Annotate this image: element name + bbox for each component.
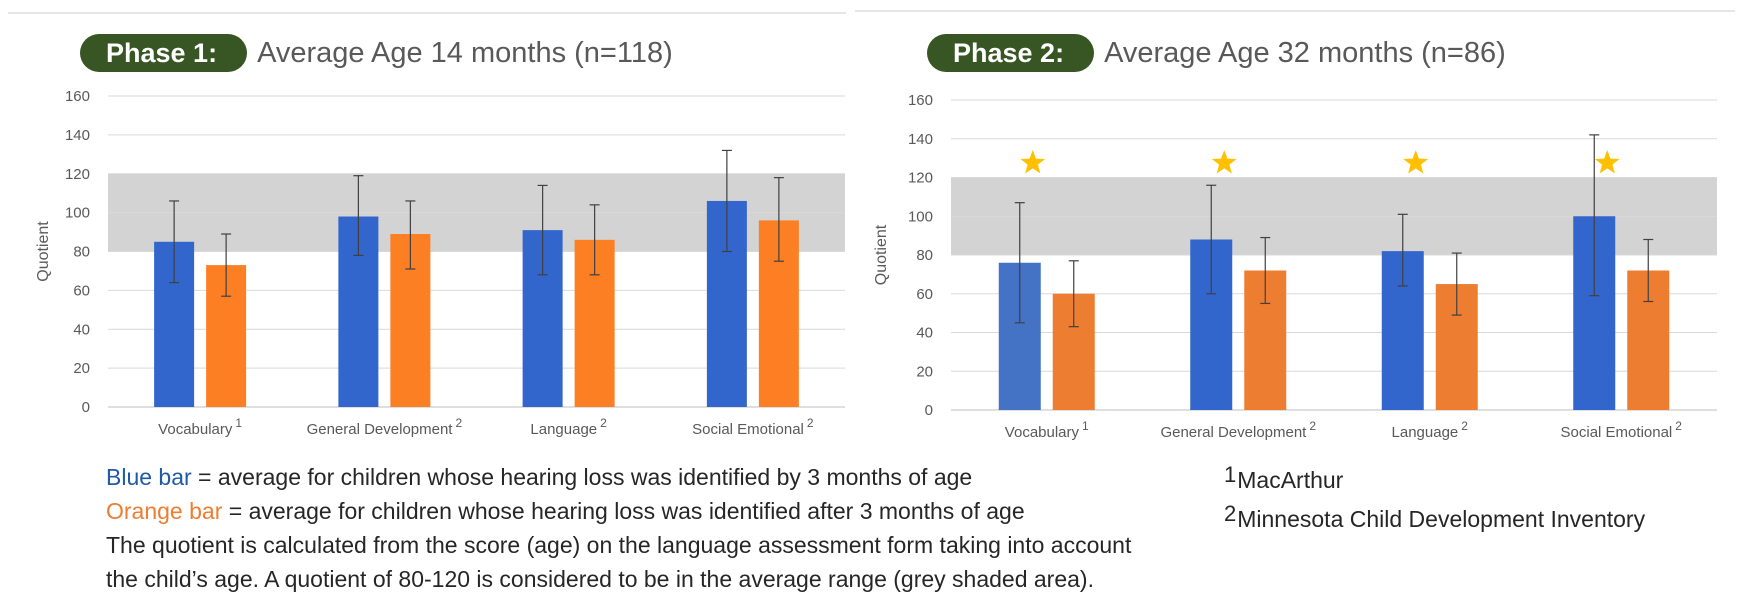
x-tick-label: General Development 2 xyxy=(307,416,463,438)
y-tick-label: 100 xyxy=(908,208,933,225)
chart-header-phase-2: Phase 2: Average Age 32 months (n=86) xyxy=(927,33,1506,73)
footnote-text: Minnesota Child Development Inventory xyxy=(1237,506,1646,532)
star-icon xyxy=(1211,150,1237,174)
chart-panel-phase-1 xyxy=(8,12,846,454)
y-tick-label: 160 xyxy=(908,92,933,109)
x-tick-label: Social Emotional 2 xyxy=(692,416,814,438)
y-axis-label: Quotient xyxy=(873,224,890,285)
y-tick-label: 40 xyxy=(73,321,90,338)
footnote-mark: 1 xyxy=(1224,462,1237,487)
legend-orange-line: Orange bar = average for children whose … xyxy=(106,494,1131,528)
legend-blue-term: Blue bar xyxy=(106,464,192,490)
legend-blue-desc: = average for children whose hearing los… xyxy=(191,464,973,490)
y-tick-label: 0 xyxy=(82,399,90,416)
y-axis-label: Quotient xyxy=(35,221,52,282)
x-tick-label: Language 2 xyxy=(530,416,607,438)
legend-orange-term: Orange bar xyxy=(106,498,223,524)
x-tick-label: Language 2 xyxy=(1392,419,1469,441)
y-tick-label: 100 xyxy=(65,205,90,222)
y-tick-label: 80 xyxy=(73,244,90,261)
y-tick-label: 0 xyxy=(925,402,933,419)
y-tick-label: 160 xyxy=(65,88,90,105)
legend-explanation: Blue bar = average for children whose he… xyxy=(106,460,1131,596)
y-tick-label: 60 xyxy=(916,286,933,303)
star-icon xyxy=(1020,150,1046,174)
y-tick-label: 20 xyxy=(73,360,90,377)
legend-blue-line: Blue bar = average for children whose he… xyxy=(106,460,1131,494)
footnote-text: MacArthur xyxy=(1237,467,1344,493)
footnote-mark: 2 xyxy=(1224,501,1237,526)
footnotes: 1MacArthur 2Minnesota Child Development … xyxy=(1224,458,1645,536)
y-tick-label: 60 xyxy=(73,282,90,299)
quotient-note-line-1: The quotient is calculated from the scor… xyxy=(106,532,1132,558)
y-tick-label: 140 xyxy=(908,131,933,148)
chart-panel-phase-2 xyxy=(855,10,1735,456)
y-tick-label: 20 xyxy=(916,363,933,380)
x-tick-label: Vocabulary 1 xyxy=(158,416,242,438)
y-tick-label: 80 xyxy=(916,247,933,264)
bar-chart-phase-1: 0 20 40 60 80 100 120 140 160 Quotient Vocabulary 1… xyxy=(35,88,845,438)
y-tick-label: 40 xyxy=(916,325,933,342)
y-tick-label: 140 xyxy=(65,127,90,144)
footnote-1: 1MacArthur xyxy=(1224,458,1645,497)
phase-badge: Phase 1: xyxy=(80,34,248,72)
footnote-2: 2Minnesota Child Development Inventory xyxy=(1224,497,1645,536)
bar-chart-phase-2: 0 20 40 60 80 100 120 140 160 Quotient Vocabulary 1… xyxy=(873,92,1717,441)
chart-header-phase-1: Phase 1: Average Age 14 months (n=118) xyxy=(80,33,673,73)
quotient-note-line-2: the child’s age. A quotient of 80-120 is… xyxy=(106,566,1094,592)
chart-title: Average Age 14 months (n=118) xyxy=(257,36,673,69)
star-icon xyxy=(1403,150,1429,174)
legend-orange-desc: = average for children whose hearing los… xyxy=(222,498,1025,524)
x-tick-label: Vocabulary 1 xyxy=(1005,419,1089,441)
x-tick-label: General Development 2 xyxy=(1160,419,1316,441)
y-tick-label: 120 xyxy=(65,166,90,183)
star-icon xyxy=(1594,150,1620,174)
x-tick-label: Social Emotional 2 xyxy=(1561,419,1683,441)
phase-badge: Phase 2: xyxy=(927,34,1095,72)
chart-title: Average Age 32 months (n=86) xyxy=(1104,36,1506,69)
y-tick-label: 120 xyxy=(908,170,933,187)
